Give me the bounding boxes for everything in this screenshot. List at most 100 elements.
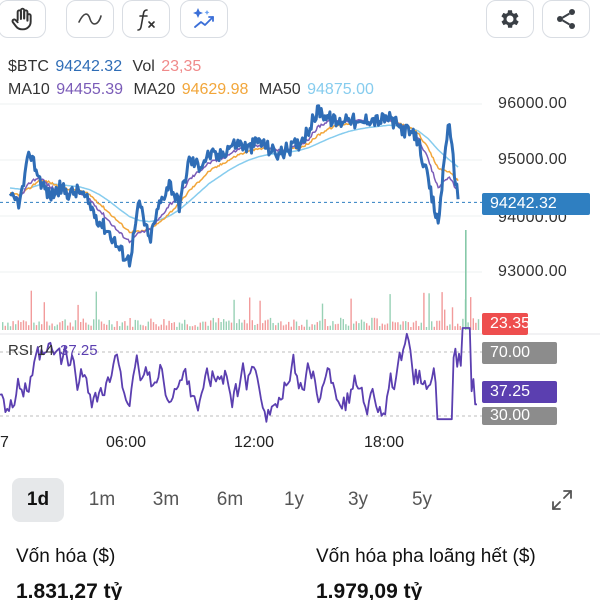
volume-bar bbox=[197, 326, 199, 330]
volume-bar bbox=[451, 307, 454, 330]
btc-price-line bbox=[8, 104, 460, 268]
volume-bar bbox=[306, 319, 308, 330]
volume-bar bbox=[465, 230, 467, 330]
volume-bar bbox=[345, 324, 347, 330]
fdv-label: Vốn hóa pha loãng hết ($) bbox=[316, 546, 536, 567]
share-button[interactable] bbox=[542, 0, 590, 38]
volume-bar bbox=[48, 325, 51, 330]
gear-icon bbox=[501, 10, 519, 28]
volume-bar bbox=[64, 319, 66, 330]
volume-bar bbox=[337, 323, 339, 330]
volume-bar bbox=[327, 326, 329, 330]
volume-bar bbox=[150, 318, 152, 330]
range-1m[interactable]: 1m bbox=[88, 489, 116, 510]
volume-bar bbox=[246, 323, 248, 330]
volume-bar bbox=[129, 318, 131, 330]
range-1y[interactable]: 1y bbox=[283, 489, 305, 510]
volume-bar bbox=[277, 322, 279, 330]
volume-bar bbox=[228, 320, 230, 330]
volume-bar bbox=[340, 317, 342, 330]
volume-bar bbox=[462, 318, 464, 330]
range-1d[interactable]: 1d bbox=[12, 478, 64, 522]
settings-button[interactable] bbox=[486, 0, 534, 38]
price-legend: $BTC 94242.32 Vol 23,35 bbox=[8, 58, 207, 76]
volume-tag: 23.35 bbox=[482, 313, 530, 335]
ai-analysis-button[interactable] bbox=[180, 0, 228, 38]
volume-bar bbox=[241, 322, 243, 330]
volume-bar bbox=[269, 317, 272, 330]
expand-chart-button[interactable] bbox=[548, 486, 576, 514]
volume-bar bbox=[67, 325, 69, 330]
volume-bar bbox=[449, 324, 451, 330]
range-3y[interactable]: 3y bbox=[347, 489, 369, 510]
volume-bar bbox=[251, 320, 253, 330]
volume-bar bbox=[155, 324, 157, 330]
time-label-1: 06:00 bbox=[106, 434, 147, 451]
volume-bar bbox=[113, 326, 116, 330]
volume-bar bbox=[472, 318, 474, 330]
volume-bar bbox=[301, 324, 303, 330]
volume-bar bbox=[319, 320, 321, 330]
volume-bar bbox=[428, 293, 430, 330]
range-6m[interactable]: 6m bbox=[216, 489, 244, 510]
volume-bar bbox=[470, 297, 472, 330]
volume-bar bbox=[121, 322, 123, 330]
range-3m[interactable]: 3m bbox=[152, 489, 180, 510]
volume-bar bbox=[87, 324, 90, 330]
volume-bar bbox=[90, 325, 92, 330]
market-cap-value: 1.831,27 tỷ bbox=[16, 580, 123, 600]
volume-bar bbox=[82, 318, 84, 330]
price-tick-95000: 95000.00 bbox=[498, 151, 568, 168]
ma10-value: 94455.39 bbox=[56, 81, 123, 98]
volume-bar bbox=[181, 323, 183, 330]
volume-bar bbox=[358, 323, 360, 330]
range-5y[interactable]: 5y bbox=[411, 489, 433, 510]
volume-bar bbox=[454, 326, 456, 330]
volume-bar bbox=[316, 322, 318, 330]
volume-bar bbox=[308, 326, 311, 330]
rsi-legend: RSI 14 37.25 bbox=[8, 342, 100, 359]
range-selector: 1d 1m 3m 6m 1y 3y 5y bbox=[0, 478, 600, 524]
vol-label: Vol bbox=[132, 58, 155, 75]
volume-bar bbox=[51, 323, 53, 330]
volume-bar bbox=[38, 321, 40, 330]
volume-bar bbox=[384, 324, 386, 330]
volume-bar bbox=[116, 321, 118, 330]
volume-bar bbox=[431, 321, 433, 330]
volume-bar bbox=[321, 303, 324, 330]
volume-bar bbox=[360, 319, 363, 330]
volume-bar bbox=[262, 323, 264, 330]
volume-bar bbox=[7, 322, 9, 330]
volume-bar bbox=[459, 326, 461, 330]
volume-bar bbox=[220, 322, 222, 330]
chart-toolbar bbox=[0, 0, 600, 42]
volume-bar bbox=[33, 322, 35, 330]
volume-bar bbox=[106, 324, 108, 330]
volume-bar bbox=[173, 322, 175, 330]
volume-bar bbox=[139, 324, 142, 330]
ma50-value: 94875.00 bbox=[307, 81, 374, 98]
volume-bar bbox=[233, 299, 235, 330]
volume-bar bbox=[212, 317, 214, 330]
current-price-tag: 94242.32 bbox=[482, 193, 590, 215]
volume-bar bbox=[204, 321, 207, 330]
volume-bar bbox=[98, 319, 100, 330]
volume-bar bbox=[95, 291, 97, 330]
volume-bar bbox=[108, 320, 110, 330]
volume-bar bbox=[207, 325, 209, 330]
volume-bar bbox=[147, 321, 149, 330]
volume-bar bbox=[386, 323, 389, 330]
ma50-line bbox=[9, 124, 459, 223]
draw-line-button[interactable] bbox=[66, 0, 114, 38]
ma20-label: MA20 bbox=[133, 81, 176, 98]
volume-bar bbox=[350, 298, 352, 330]
volume-bar bbox=[41, 324, 43, 330]
price-chart[interactable] bbox=[0, 0, 600, 430]
volume-bar bbox=[256, 323, 259, 330]
indicator-function-button[interactable] bbox=[122, 0, 170, 38]
volume-bar bbox=[176, 326, 178, 330]
volume-bar bbox=[194, 325, 196, 330]
ma10-line bbox=[9, 117, 459, 244]
hand-tool-button[interactable] bbox=[0, 0, 46, 38]
time-label-0: 7 bbox=[0, 434, 9, 451]
